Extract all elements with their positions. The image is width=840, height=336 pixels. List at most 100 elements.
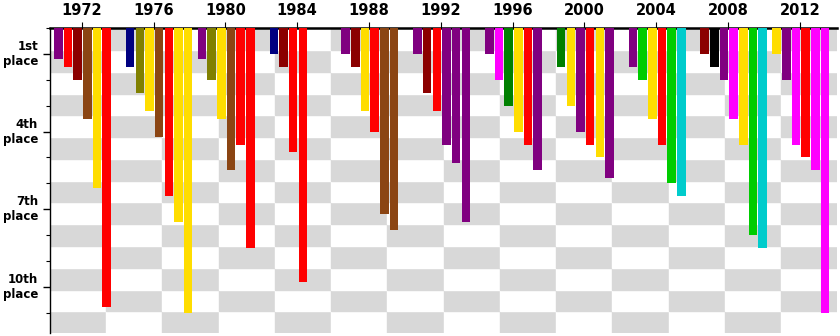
Bar (444, 137, 500, 159)
Bar (612, 246, 669, 268)
Bar (275, 246, 331, 268)
Bar (729, 28, 738, 119)
Bar (275, 224, 331, 246)
Bar (387, 159, 444, 181)
Bar (162, 137, 218, 159)
Bar (444, 290, 500, 311)
Bar (791, 28, 801, 144)
Bar (444, 72, 500, 93)
Bar (556, 311, 612, 333)
Bar (106, 224, 162, 246)
Bar (720, 28, 728, 80)
Bar (781, 224, 837, 246)
Bar (145, 28, 154, 111)
Bar (556, 268, 612, 290)
Bar (658, 28, 666, 144)
Bar (218, 93, 275, 115)
Bar (197, 28, 207, 59)
Bar (500, 50, 556, 72)
Bar (360, 28, 370, 111)
Bar (612, 290, 669, 311)
Bar (218, 203, 275, 224)
Bar (811, 28, 820, 170)
Bar (275, 203, 331, 224)
Bar (701, 28, 709, 54)
Bar (725, 93, 781, 115)
Bar (387, 72, 444, 93)
Bar (331, 268, 387, 290)
Bar (612, 137, 669, 159)
Bar (500, 268, 556, 290)
Bar (677, 28, 685, 196)
Bar (612, 115, 669, 137)
Bar (275, 311, 331, 333)
Bar (387, 290, 444, 311)
Bar (556, 72, 612, 93)
Bar (54, 28, 63, 59)
Bar (331, 224, 387, 246)
Bar (782, 28, 790, 80)
Bar (73, 28, 82, 80)
Bar (331, 28, 387, 50)
Bar (556, 246, 612, 268)
Bar (50, 268, 106, 290)
Bar (781, 50, 837, 72)
Bar (781, 311, 837, 333)
Bar (106, 159, 162, 181)
Bar (669, 93, 725, 115)
Bar (106, 72, 162, 93)
Bar (162, 72, 218, 93)
Bar (781, 72, 837, 93)
Bar (246, 28, 255, 248)
Bar (557, 28, 565, 67)
Bar (500, 28, 556, 50)
Bar (217, 28, 226, 119)
Bar (50, 224, 106, 246)
Bar (331, 93, 387, 115)
Bar (612, 28, 669, 50)
Bar (669, 137, 725, 159)
Bar (669, 72, 725, 93)
Bar (500, 311, 556, 333)
Bar (50, 115, 106, 137)
Bar (442, 28, 451, 144)
Bar (444, 268, 500, 290)
Bar (387, 203, 444, 224)
Bar (725, 137, 781, 159)
Bar (162, 181, 218, 203)
Bar (387, 50, 444, 72)
Bar (387, 115, 444, 137)
Bar (106, 246, 162, 268)
Bar (387, 268, 444, 290)
Bar (218, 50, 275, 72)
Bar (556, 290, 612, 311)
Bar (218, 224, 275, 246)
Bar (387, 224, 444, 246)
Bar (612, 181, 669, 203)
Bar (370, 28, 379, 132)
Bar (667, 28, 676, 183)
Bar (500, 137, 556, 159)
Bar (413, 28, 422, 54)
Bar (669, 203, 725, 224)
Bar (275, 72, 331, 93)
Bar (556, 28, 612, 50)
Bar (380, 28, 389, 214)
Bar (669, 311, 725, 333)
Bar (162, 159, 218, 181)
Bar (351, 28, 360, 67)
Bar (207, 28, 216, 80)
Bar (331, 203, 387, 224)
Bar (218, 72, 275, 93)
Bar (387, 181, 444, 203)
Bar (556, 137, 612, 159)
Bar (648, 28, 657, 119)
Bar (725, 72, 781, 93)
Bar (162, 268, 218, 290)
Bar (612, 311, 669, 333)
Bar (387, 93, 444, 115)
Bar (725, 50, 781, 72)
Bar (612, 72, 669, 93)
Bar (331, 290, 387, 311)
Bar (725, 159, 781, 181)
